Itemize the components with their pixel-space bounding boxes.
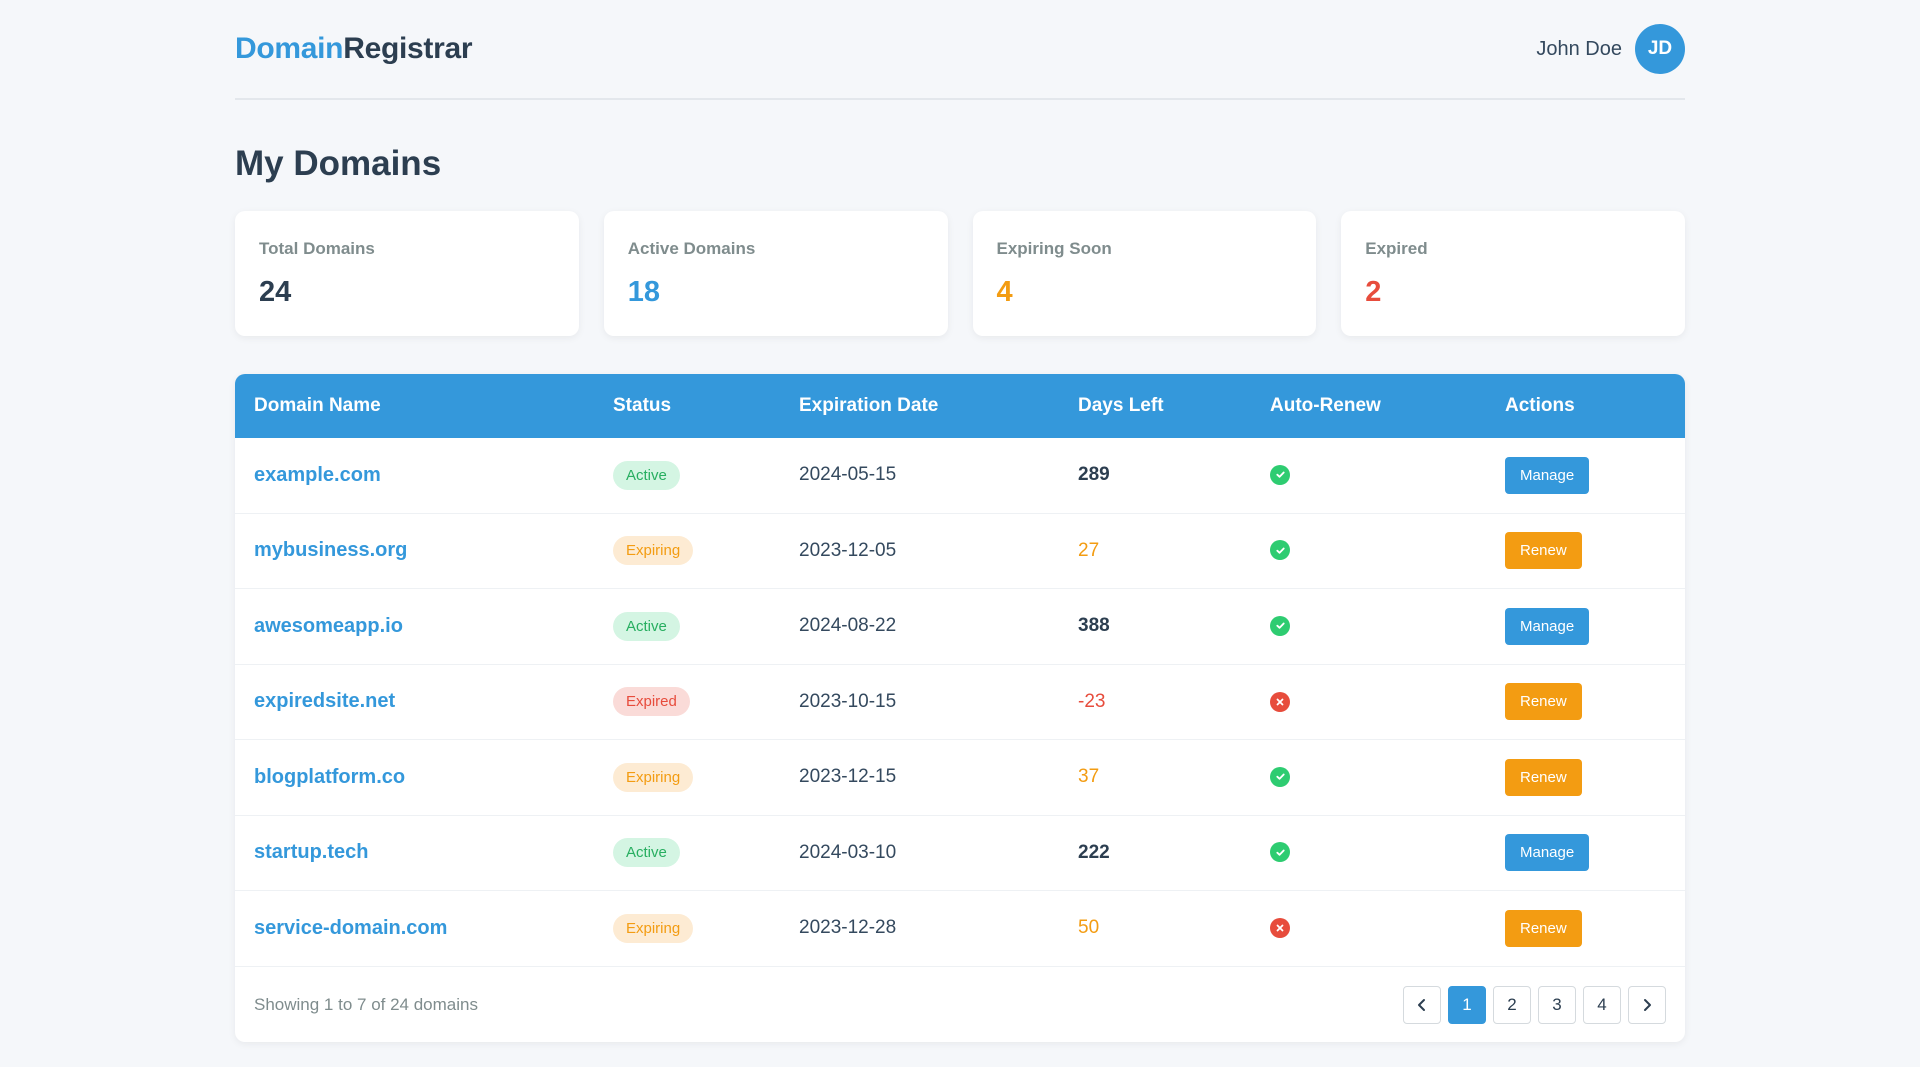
- x-circle-icon: [1270, 918, 1290, 939]
- page-title: My Domains: [235, 144, 442, 183]
- page-button-2[interactable]: 2: [1493, 986, 1531, 1024]
- logo[interactable]: DomainRegistrar: [235, 32, 473, 66]
- domain-link[interactable]: service-domain.com: [254, 916, 448, 939]
- domain-link[interactable]: awesomeapp.io: [254, 614, 403, 637]
- status-badge: Active: [613, 838, 680, 868]
- status-badge: Expiring: [613, 762, 694, 792]
- showing-text: Showing 1 to 7 of 24 domains: [254, 995, 478, 1014]
- manage-button[interactable]: Manage: [1505, 607, 1590, 645]
- header: DomainRegistrar John Doe JD: [235, 0, 1685, 100]
- column-header-domain-name: Domain Name: [254, 395, 381, 416]
- stat-value: 4: [996, 276, 1013, 308]
- column-header-actions: Actions: [1505, 395, 1575, 416]
- logo-part-registrar: Registrar: [343, 32, 473, 65]
- domain-link[interactable]: blogplatform.co: [254, 765, 406, 788]
- stat-label: Total Domains: [259, 239, 375, 258]
- domain-link[interactable]: example.com: [254, 463, 381, 486]
- status-badge: Expiring: [613, 536, 694, 566]
- days-left: 37: [1078, 766, 1100, 788]
- page-button-1[interactable]: 1: [1448, 986, 1486, 1024]
- status-badge: Expired: [613, 687, 690, 717]
- stat-value: 2: [1365, 276, 1382, 308]
- table-row: service-domain.com Expiring 2023-12-28 50 Re…: [235, 891, 1685, 967]
- expiration-date: 2023-12-28: [799, 917, 897, 939]
- check-circle-icon: [1270, 615, 1290, 636]
- table-row: blogplatform.co Expiring 2023-12-15 37 Renew: [235, 740, 1685, 816]
- next-page-button[interactable]: [1628, 986, 1666, 1024]
- table-row: startup.tech Active 2024-03-10 222 Manage: [235, 816, 1685, 891]
- status-badge: Expiring: [613, 913, 694, 943]
- expiration-date: 2023-12-05: [799, 539, 897, 561]
- stat-label: Active Domains: [627, 239, 756, 258]
- days-left: 388: [1078, 615, 1110, 637]
- stat-card-total-domains: Total Domains 24: [235, 211, 579, 336]
- column-header-auto-renew: Auto-Renew: [1270, 395, 1381, 416]
- days-left: 27: [1078, 539, 1100, 561]
- stat-card-expired: Expired 2: [1341, 211, 1685, 336]
- table-row: expiredsite.net Expired 2023-10-15 -23 Renew: [235, 665, 1685, 740]
- expiration-date: 2024-03-10: [799, 841, 897, 863]
- domain-link[interactable]: mybusiness.org: [254, 539, 408, 562]
- manage-button[interactable]: Manage: [1505, 456, 1590, 494]
- status-badge: Active: [613, 611, 680, 641]
- table-row: example.com Active 2024-05-15 289 Manage: [235, 438, 1685, 514]
- chevron-right-icon: [1640, 998, 1654, 1012]
- expiration-date: 2023-12-15: [799, 766, 897, 788]
- renew-button[interactable]: Renew: [1505, 532, 1582, 570]
- renew-button[interactable]: Renew: [1505, 683, 1582, 721]
- table-body: example.com Active 2024-05-15 289 Manage mybu…: [235, 438, 1685, 967]
- user-name: John Doe: [1536, 37, 1622, 60]
- days-left: 50: [1078, 917, 1100, 939]
- stats-row: Total Domains 24 Active Domains 18 Expiring …: [235, 211, 1685, 336]
- days-left: 289: [1078, 464, 1110, 486]
- days-left: -23: [1078, 690, 1106, 712]
- column-header-status: Status: [613, 395, 672, 416]
- stat-label: Expired: [1365, 239, 1428, 258]
- check-circle-icon: [1270, 766, 1290, 787]
- expiration-date: 2024-05-15: [799, 464, 897, 486]
- column-header-expiration-date: Expiration Date: [799, 395, 939, 416]
- status-badge: Active: [613, 460, 680, 490]
- domains-table: Domain Name Status Expiration Date Days …: [235, 374, 1685, 1042]
- table-header: Domain Name Status Expiration Date Days …: [235, 374, 1685, 438]
- prev-page-button[interactable]: [1403, 986, 1441, 1024]
- stat-value: 18: [627, 276, 661, 308]
- x-circle-icon: [1270, 691, 1290, 712]
- user-menu[interactable]: John Doe JD: [1536, 24, 1685, 74]
- expiration-date: 2024-08-22: [799, 615, 897, 637]
- page-container: DomainRegistrar John Doe JD My Domains T…: [235, 0, 1685, 1042]
- domain-link[interactable]: expiredsite.net: [254, 690, 396, 713]
- renew-button[interactable]: Renew: [1505, 909, 1582, 947]
- check-circle-icon: [1270, 464, 1290, 485]
- page-button-4[interactable]: 4: [1583, 986, 1621, 1024]
- column-header-days-left: Days Left: [1078, 395, 1164, 416]
- avatar[interactable]: JD: [1635, 24, 1685, 74]
- expiration-date: 2023-10-15: [799, 690, 897, 712]
- domain-link[interactable]: startup.tech: [254, 841, 369, 864]
- renew-button[interactable]: Renew: [1505, 758, 1582, 796]
- chevron-left-icon: [1415, 998, 1429, 1012]
- page-button-3[interactable]: 3: [1538, 986, 1576, 1024]
- stat-card-expiring-soon: Expiring Soon 4: [972, 211, 1317, 336]
- check-circle-icon: [1270, 842, 1290, 863]
- manage-button[interactable]: Manage: [1505, 834, 1590, 872]
- logo-part-domain: Domain: [235, 32, 344, 65]
- days-left: 222: [1078, 841, 1110, 863]
- table-row: awesomeapp.io Active 2024-08-22 388 Manage: [235, 589, 1685, 665]
- stat-card-active-domains: Active Domains 18: [603, 211, 948, 336]
- check-circle-icon: [1270, 540, 1290, 561]
- table-row: mybusiness.org Expiring 2023-12-05 27 Renew: [235, 514, 1685, 589]
- stat-value: 24: [259, 276, 292, 308]
- stat-label: Expiring Soon: [996, 239, 1112, 258]
